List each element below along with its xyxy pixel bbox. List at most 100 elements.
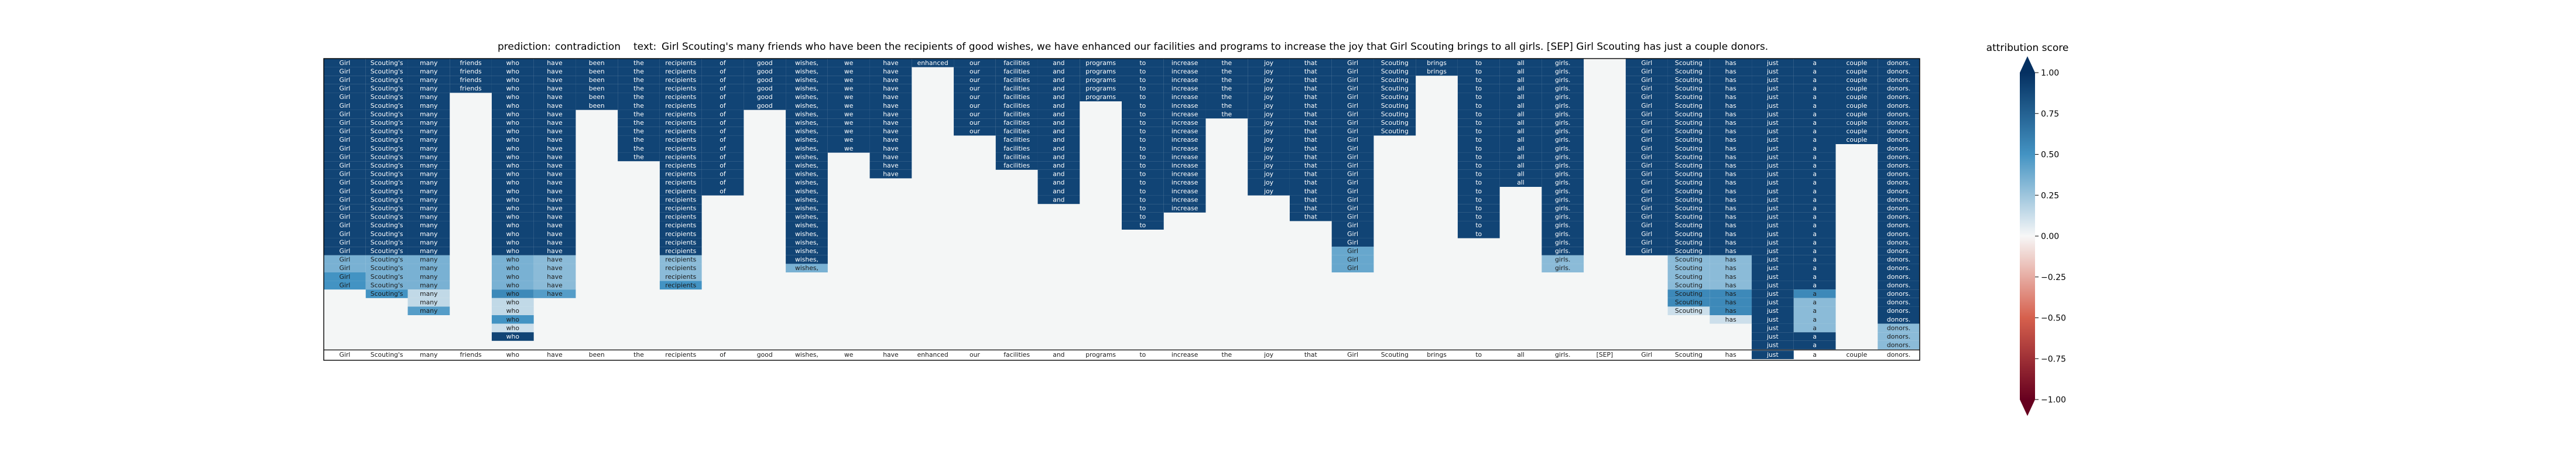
cell-token-label: all bbox=[1517, 153, 1525, 161]
cell-token-label: joy bbox=[1263, 102, 1274, 110]
cell-token-label: of bbox=[720, 93, 726, 101]
cell-token-label: wishes, bbox=[795, 213, 818, 221]
heatmap-cell bbox=[1793, 178, 1836, 187]
heatmap-cell bbox=[1667, 118, 1710, 127]
cell-token-label: donors. bbox=[1887, 342, 1910, 349]
heatmap-cell bbox=[827, 59, 870, 67]
heatmap-cell bbox=[533, 247, 576, 255]
heatmap-cell bbox=[1037, 101, 1080, 110]
heatmap-cell bbox=[1752, 204, 1794, 213]
cell-token-label: a bbox=[1813, 307, 1817, 315]
heatmap-cell bbox=[1122, 178, 1164, 187]
cell-token-label: just bbox=[1766, 213, 1779, 221]
cell-token-label: that bbox=[1304, 145, 1317, 152]
heatmap-cell bbox=[1752, 298, 1794, 307]
cell-token-label: Scouting's bbox=[371, 273, 403, 281]
cell-token-label: recipients bbox=[665, 230, 696, 238]
heatmap-cell bbox=[1122, 93, 1164, 101]
heatmap-cell bbox=[1248, 110, 1290, 119]
heatmap-cell bbox=[1878, 315, 1920, 324]
cell-token-label: a bbox=[1813, 281, 1817, 289]
cell-token-label: just bbox=[1766, 93, 1779, 101]
heatmap-cell bbox=[1878, 152, 1920, 162]
cell-token-label: just bbox=[1766, 85, 1779, 93]
cell-token-label: facilities bbox=[1003, 110, 1030, 118]
cell-token-label: Scouting bbox=[1675, 221, 1703, 229]
heatmap-cell bbox=[1542, 169, 1584, 179]
cell-token-label: just bbox=[1766, 204, 1779, 212]
cell-token-label: just bbox=[1766, 162, 1779, 169]
heatmap-cell bbox=[365, 144, 408, 153]
cell-token-label: have bbox=[547, 119, 563, 127]
heatmap-cell bbox=[1625, 101, 1668, 110]
heatmap-cell bbox=[618, 144, 660, 153]
colorbar-tick-label: 0.25 bbox=[2041, 191, 2059, 200]
cell-token-label: many bbox=[420, 290, 438, 298]
heatmap-cell bbox=[1752, 255, 1794, 264]
cell-token-label: increase bbox=[1171, 59, 1198, 67]
heatmap-cell bbox=[1499, 84, 1542, 93]
heatmap-cell bbox=[1205, 93, 1248, 101]
cell-token-label: recipients bbox=[665, 264, 696, 272]
baseline-token-label: have bbox=[547, 351, 563, 359]
heatmap-cell bbox=[1331, 76, 1374, 84]
heatmap-cell bbox=[324, 187, 366, 196]
heatmap-cell bbox=[407, 161, 450, 170]
heatmap-cell bbox=[407, 178, 450, 187]
cell-token-label: and bbox=[1053, 187, 1064, 195]
heatmap-cell bbox=[324, 221, 366, 230]
cell-token-label: girls. bbox=[1555, 110, 1570, 118]
heatmap-cell bbox=[1667, 272, 1710, 281]
baseline-token-label: Scouting's bbox=[371, 351, 403, 359]
heatmap-cell bbox=[1289, 152, 1332, 162]
cell-token-label: our bbox=[970, 128, 980, 135]
heatmap-cell bbox=[869, 76, 912, 84]
cell-token-label: of bbox=[720, 162, 726, 169]
heatmap-cell bbox=[324, 67, 366, 76]
cell-token-label: who bbox=[506, 170, 520, 178]
heatmap-cell bbox=[1289, 135, 1332, 144]
cell-token-label: facilities bbox=[1003, 136, 1030, 144]
cell-token-label: and bbox=[1053, 170, 1064, 178]
heatmap-cell bbox=[1793, 255, 1836, 264]
heatmap-cell bbox=[1122, 84, 1164, 93]
cell-token-label: donors. bbox=[1887, 179, 1910, 186]
cell-token-label: and bbox=[1053, 119, 1064, 127]
cell-token-label: a bbox=[1813, 93, 1817, 101]
heatmap-cell bbox=[1710, 127, 1752, 136]
heatmap-cell bbox=[407, 59, 450, 67]
cell-token-label: wishes, bbox=[795, 76, 818, 84]
cell-token-label: couple bbox=[1846, 67, 1867, 75]
heatmap-cell bbox=[491, 161, 534, 170]
heatmap-cell bbox=[659, 101, 702, 110]
cell-token-label: Girl bbox=[1347, 179, 1358, 186]
cell-token-label: just bbox=[1766, 264, 1779, 272]
heatmap-cell bbox=[1878, 238, 1920, 247]
heatmap-cell bbox=[1752, 272, 1794, 281]
cell-token-label: our bbox=[970, 59, 980, 67]
cell-token-label: Girl bbox=[339, 128, 350, 135]
heatmap-cell bbox=[659, 178, 702, 187]
cell-token-label: who bbox=[506, 102, 520, 110]
heatmap-cell bbox=[1667, 144, 1710, 153]
heatmap-cell bbox=[1878, 118, 1920, 127]
heatmap-cell bbox=[1835, 118, 1878, 127]
heatmap-cell bbox=[365, 161, 408, 170]
heatmap-cell bbox=[324, 152, 366, 162]
cell-token-label: girls. bbox=[1555, 264, 1570, 272]
cell-token-label: to bbox=[1139, 76, 1146, 84]
heatmap-cell bbox=[1625, 161, 1668, 170]
heatmap-cell bbox=[1625, 118, 1668, 127]
cell-token-label: we bbox=[844, 128, 854, 135]
heatmap-cell bbox=[1793, 118, 1836, 127]
heatmap-cell bbox=[324, 127, 366, 136]
heatmap-cell bbox=[324, 161, 366, 170]
cell-token-label: a bbox=[1813, 256, 1817, 264]
heatmap-cell bbox=[1331, 212, 1374, 221]
heatmap-cell bbox=[1710, 315, 1752, 324]
cell-token-label: increase bbox=[1171, 110, 1198, 118]
baseline-token-label: to bbox=[1139, 351, 1146, 359]
cell-token-label: Scouting bbox=[1675, 281, 1703, 289]
cell-token-label: Girl bbox=[339, 187, 350, 195]
cell-token-label: wishes, bbox=[795, 85, 818, 93]
